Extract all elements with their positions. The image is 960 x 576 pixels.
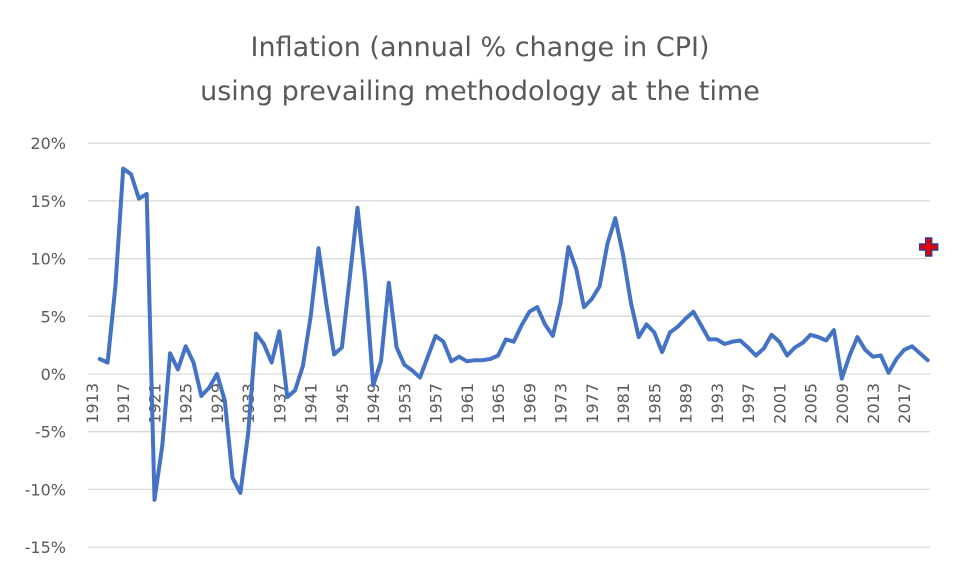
x-tick-label: 1973 xyxy=(552,383,571,424)
y-tick-label: -5% xyxy=(35,423,66,442)
inflation-line xyxy=(97,166,930,502)
y-tick-label: 10% xyxy=(30,250,66,269)
x-tick-label: 2017 xyxy=(895,383,914,424)
x-tick-label: 1957 xyxy=(427,383,446,424)
chart-subtitle: using prevailing methodology at the time xyxy=(200,76,760,107)
x-tick-label: 2001 xyxy=(770,383,789,424)
y-tick-label: 0% xyxy=(41,365,66,384)
x-tick-label: 1981 xyxy=(614,383,633,424)
x-tick-label: 1989 xyxy=(677,383,696,424)
x-tick-label: 1961 xyxy=(458,383,477,424)
chart-title: Inflation (annual % change in CPI) xyxy=(251,32,710,63)
x-tick-label: 2005 xyxy=(802,383,821,424)
x-tick-label: 2013 xyxy=(864,383,883,424)
y-tick-label: 20% xyxy=(30,134,66,153)
x-tick-label: 1945 xyxy=(333,383,352,424)
y-tick-label: -10% xyxy=(25,480,66,499)
x-tick-label: 1985 xyxy=(645,383,664,424)
marker-point xyxy=(918,237,939,257)
y-tick-label: 5% xyxy=(41,307,66,326)
x-tick-label: 1937 xyxy=(270,383,289,424)
x-tick-label: 1977 xyxy=(583,383,602,424)
x-tick-label: 1913 xyxy=(83,383,102,424)
x-tick-label: 1997 xyxy=(739,383,758,424)
y-tick-label: -15% xyxy=(25,538,66,557)
x-tick-label: 2009 xyxy=(833,383,852,424)
x-tick-label: 1965 xyxy=(489,383,508,424)
x-tick-label: 1953 xyxy=(395,383,414,424)
x-tick-label: 1969 xyxy=(520,383,539,424)
x-tick-label: 1949 xyxy=(364,383,383,424)
y-tick-label: 15% xyxy=(30,192,66,211)
x-tick-label: 1941 xyxy=(302,383,321,424)
x-tick-label: 1925 xyxy=(177,383,196,424)
x-tick-label: 1921 xyxy=(145,383,164,424)
x-tick-label: 1917 xyxy=(114,383,133,424)
x-tick-label: 1993 xyxy=(708,383,727,424)
